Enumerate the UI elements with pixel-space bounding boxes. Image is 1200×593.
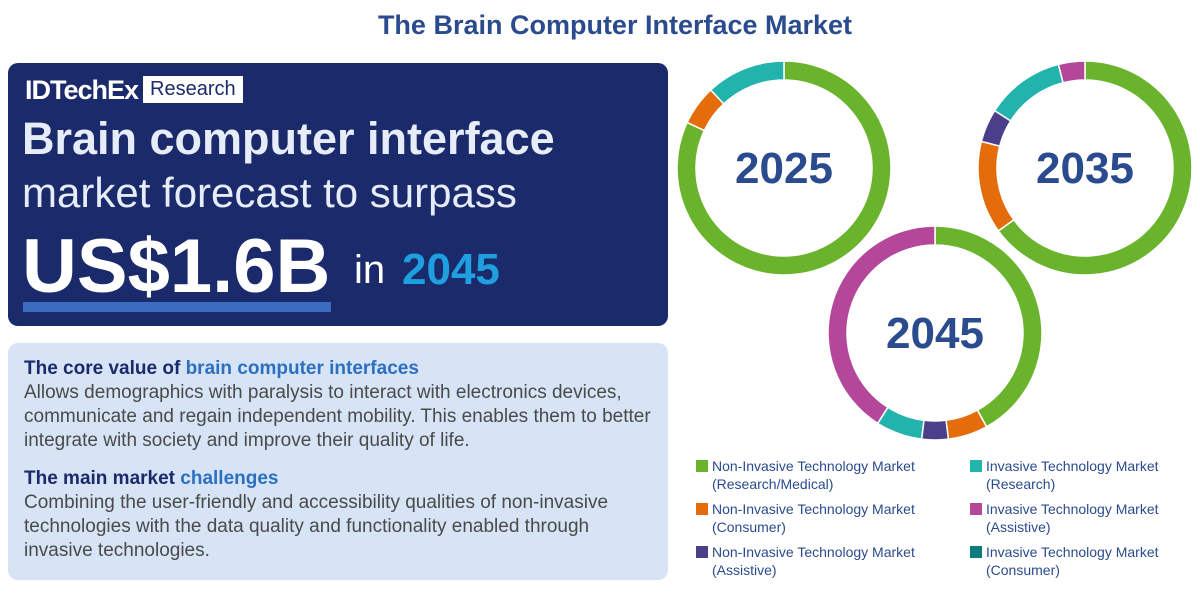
legend-item: Invasive Technology Market (Assistive) <box>970 500 1200 536</box>
donut-segment <box>945 409 988 440</box>
brand: IDTechEx <box>25 75 139 105</box>
body-text: Allows demographics with paralysis to in… <box>24 382 651 451</box>
legend-label: Invasive Technology Market (Research) <box>986 458 1159 492</box>
donut-segment <box>876 406 925 440</box>
donut-segment <box>827 225 936 425</box>
headline: market forecast to surpass <box>22 169 517 216</box>
legend-item: Non-Invasive Technology Market (Consumer… <box>696 500 936 536</box>
banner: IDTechEx Research Brain computer interfa… <box>8 63 668 326</box>
donut-segment <box>993 63 1065 122</box>
ring-label: 2045 <box>886 309 984 358</box>
legend-item: Non-Invasive Technology Market (Assistiv… <box>696 543 936 579</box>
legend-swatch <box>970 546 982 558</box>
donut-segment <box>709 60 785 105</box>
donut-segment <box>920 419 950 441</box>
donut-segment <box>980 109 1012 148</box>
legend-swatch <box>696 503 708 515</box>
donut-segment <box>1057 60 1086 84</box>
legend-swatch <box>696 460 708 472</box>
heading: The core value of brain computer interfa… <box>24 357 654 381</box>
legend-label: Non-Invasive Technology Market (Research… <box>712 458 915 492</box>
underline <box>23 302 331 312</box>
heading-text: The main market <box>24 468 175 489</box>
headline: Brain computer interface <box>22 113 555 164</box>
legend-label: Non-Invasive Technology Market (Consumer… <box>712 501 915 535</box>
donut-segment <box>934 225 1043 428</box>
year: 2045 <box>402 245 500 294</box>
legend-swatch <box>970 460 982 472</box>
donut-segment <box>676 60 892 276</box>
info-panel: The core value of brain computer interfa… <box>8 343 668 580</box>
donut-segment <box>997 60 1193 276</box>
donut-segment <box>686 88 725 132</box>
heading: The main market challenges <box>24 467 654 491</box>
legend-label: Invasive Technology Market (Assistive) <box>986 501 1159 535</box>
ring-label: 2025 <box>735 144 833 193</box>
ring-label: 2035 <box>1036 144 1134 193</box>
amount: US$1.6B <box>22 224 331 309</box>
headline: in <box>354 248 386 292</box>
brand-tag: Research <box>143 76 243 103</box>
legend-swatch <box>970 503 982 515</box>
legend-label: Non-Invasive Technology Market (Assistiv… <box>712 544 915 578</box>
legend-item: Non-Invasive Technology Market (Research… <box>696 457 936 493</box>
body-text: Combining the user-friendly and accessib… <box>24 492 609 561</box>
donut-segment <box>710 90 724 104</box>
legend-label: Invasive Technology Market (Consumer) <box>986 544 1159 578</box>
legend-item: Invasive Technology Market (Research) <box>970 457 1200 493</box>
heading-highlight: brain computer interfaces <box>185 358 419 379</box>
legend-swatch <box>696 546 708 558</box>
page-title: The Brain Computer Interface Market <box>377 10 853 40</box>
legend-item: Invasive Technology Market (Consumer) <box>970 543 1200 579</box>
heading-text: The core value of <box>24 358 181 379</box>
donut-segment <box>977 140 1015 232</box>
heading-highlight: challenges <box>180 468 279 489</box>
